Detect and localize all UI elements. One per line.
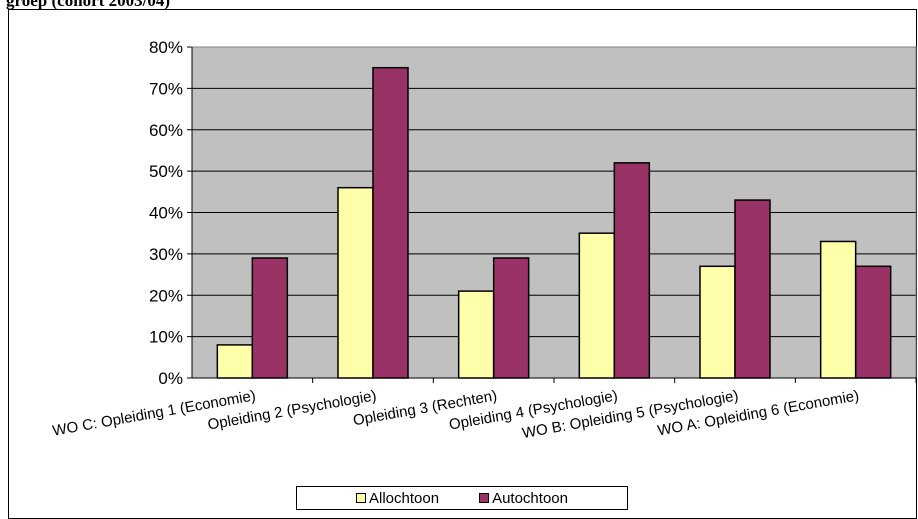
y-tick-label: 20% (149, 286, 183, 305)
legend-label-autochtoon: Autochtoon (492, 489, 568, 507)
legend-item-autochtoon: Autochtoon (479, 490, 568, 507)
y-tick-label: 0% (158, 369, 183, 388)
bar-autochtoon-6 (854, 265, 892, 379)
y-tick-label: 40% (149, 204, 183, 223)
bar-allochtoon-3 (457, 290, 495, 379)
y-tick-label: 30% (149, 245, 183, 264)
bar-allochtoon-4 (578, 232, 616, 379)
bar-allochtoon-1 (216, 344, 254, 379)
y-tick-label: 50% (149, 162, 183, 181)
y-tick-label: 10% (149, 328, 183, 347)
y-tick-label: 60% (149, 121, 183, 140)
bar-allochtoon-5 (699, 265, 736, 379)
bar-autochtoon-1 (251, 257, 289, 379)
chart-legend: Allochtoon Autochtoon (296, 486, 628, 510)
y-tick-label: 70% (149, 79, 183, 98)
y-tick-label: 80% (149, 38, 183, 57)
legend-label-allochtoon: Allochtoon (369, 489, 440, 507)
bar-autochtoon-4 (613, 162, 651, 379)
legend-swatch-autochtoon (479, 493, 490, 503)
bar-autochtoon-3 (492, 257, 530, 379)
legend-swatch-allochtoon (356, 493, 367, 503)
bar-autochtoon-5 (734, 199, 771, 379)
legend-item-allochtoon: Allochtoon (356, 490, 439, 507)
chart-heading-fragment: groep (cohort 2003/04) (6, 0, 170, 10)
bar-allochtoon-6 (819, 240, 857, 379)
bar-autochtoon-2 (372, 66, 409, 379)
bar-allochtoon-2 (337, 186, 374, 379)
